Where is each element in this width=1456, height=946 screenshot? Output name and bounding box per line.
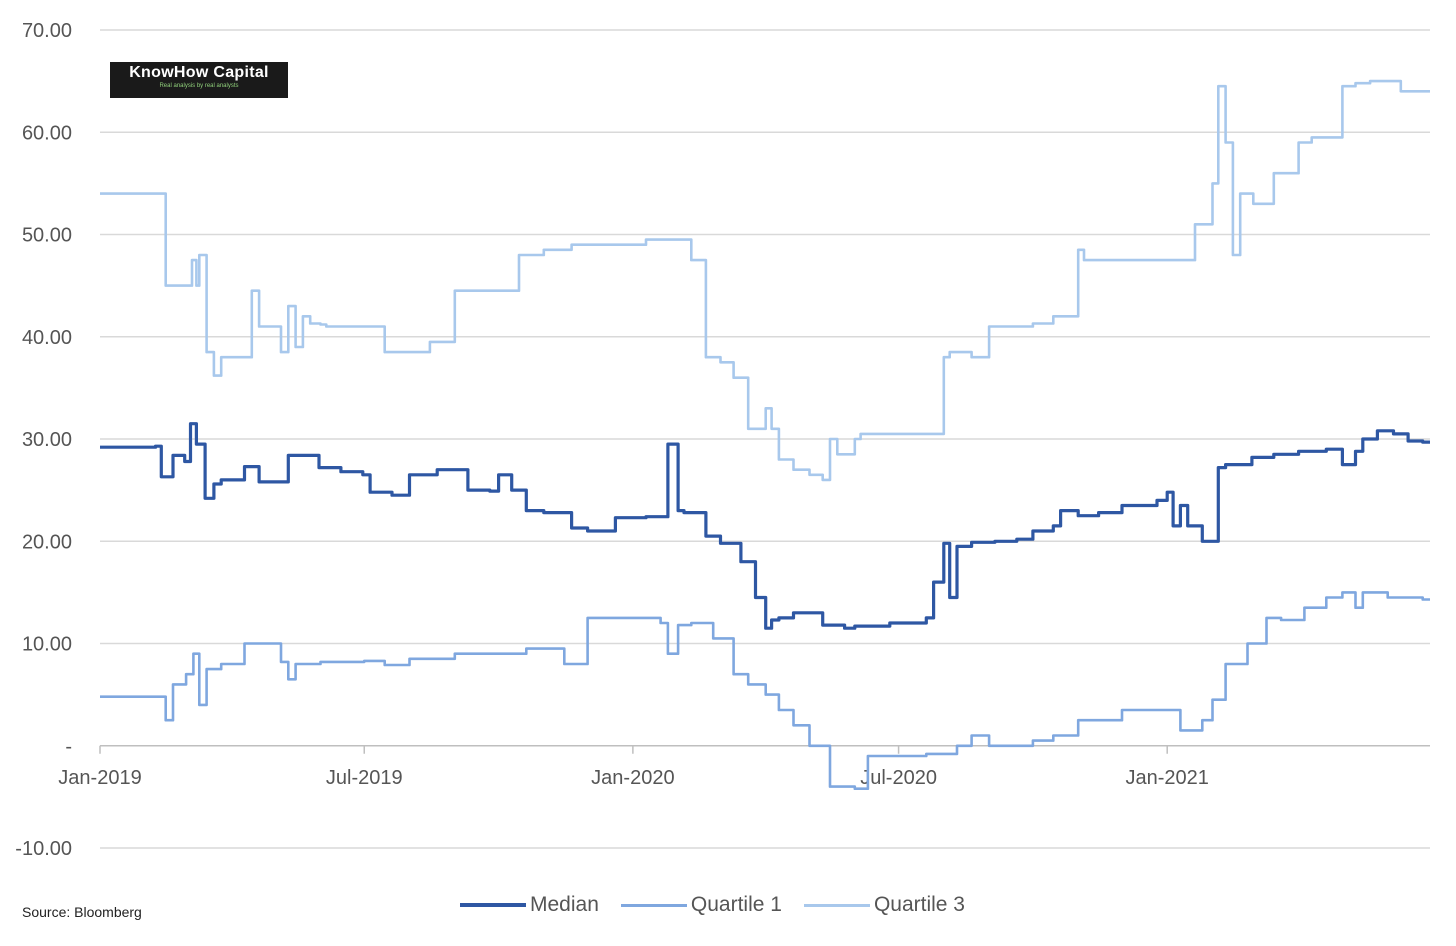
- y-tick-label: 60.00: [22, 122, 72, 144]
- y-tick-label: 10.00: [22, 634, 72, 656]
- legend-label-median: Median: [530, 893, 599, 916]
- series-line-median: [100, 422, 1430, 630]
- x-tick-label: Jul-2019: [326, 767, 403, 789]
- legend-item-quartile-1: Quartile 1: [620, 893, 782, 917]
- x-tick-label: Jan-2020: [591, 767, 674, 789]
- legend-swatch-quartile-1: [620, 903, 687, 907]
- y-axis-ticks: 70.00 60.00 50.00 40.00 30.00 20.00 10.00 - -10.…: [15, 20, 72, 860]
- gridlines: [100, 29, 1430, 849]
- x-axis-ticks: Jan-2019 Jul-2019 Jan-2020 Jul-2020 Jan-2021: [58, 745, 1209, 789]
- legend-swatch-median: [460, 903, 526, 907]
- knowhow-capital-logo: KnowHow Capital Real analysis by real an…: [110, 62, 288, 98]
- y-tick-label: 40.00: [22, 327, 72, 349]
- x-tick-label: Jan-2019: [58, 767, 141, 789]
- logo-name: KnowHow Capital: [129, 64, 269, 81]
- series-line-q1: [100, 591, 1430, 790]
- legend-item-quartile-3: Quartile 3: [803, 893, 965, 917]
- x-tick-label: Jul-2020: [860, 767, 937, 789]
- legend-swatch-quartile-3: [803, 903, 870, 907]
- series-line-q3: [100, 79, 1430, 482]
- legend-item-median: Median: [460, 893, 599, 917]
- y-tick-label: 50.00: [22, 225, 72, 247]
- y-tick-label: -: [65, 736, 72, 758]
- chart-legend: Median Quartile 1 Quartile 3: [460, 893, 965, 917]
- logo-tagline: Real analysis by real analysts: [159, 83, 239, 89]
- source-note: Source: Bloomberg: [22, 904, 142, 920]
- y-tick-label: -10.00: [15, 838, 72, 860]
- series-lines: [100, 79, 1430, 790]
- legend-label-quartile-1: Quartile 1: [690, 893, 782, 916]
- y-tick-label: 30.00: [22, 429, 72, 451]
- y-tick-label: 20.00: [22, 531, 72, 553]
- legend-label-quartile-3: Quartile 3: [873, 893, 965, 916]
- x-tick-label: Jan-2021: [1126, 767, 1209, 789]
- y-tick-label: 70.00: [22, 20, 72, 42]
